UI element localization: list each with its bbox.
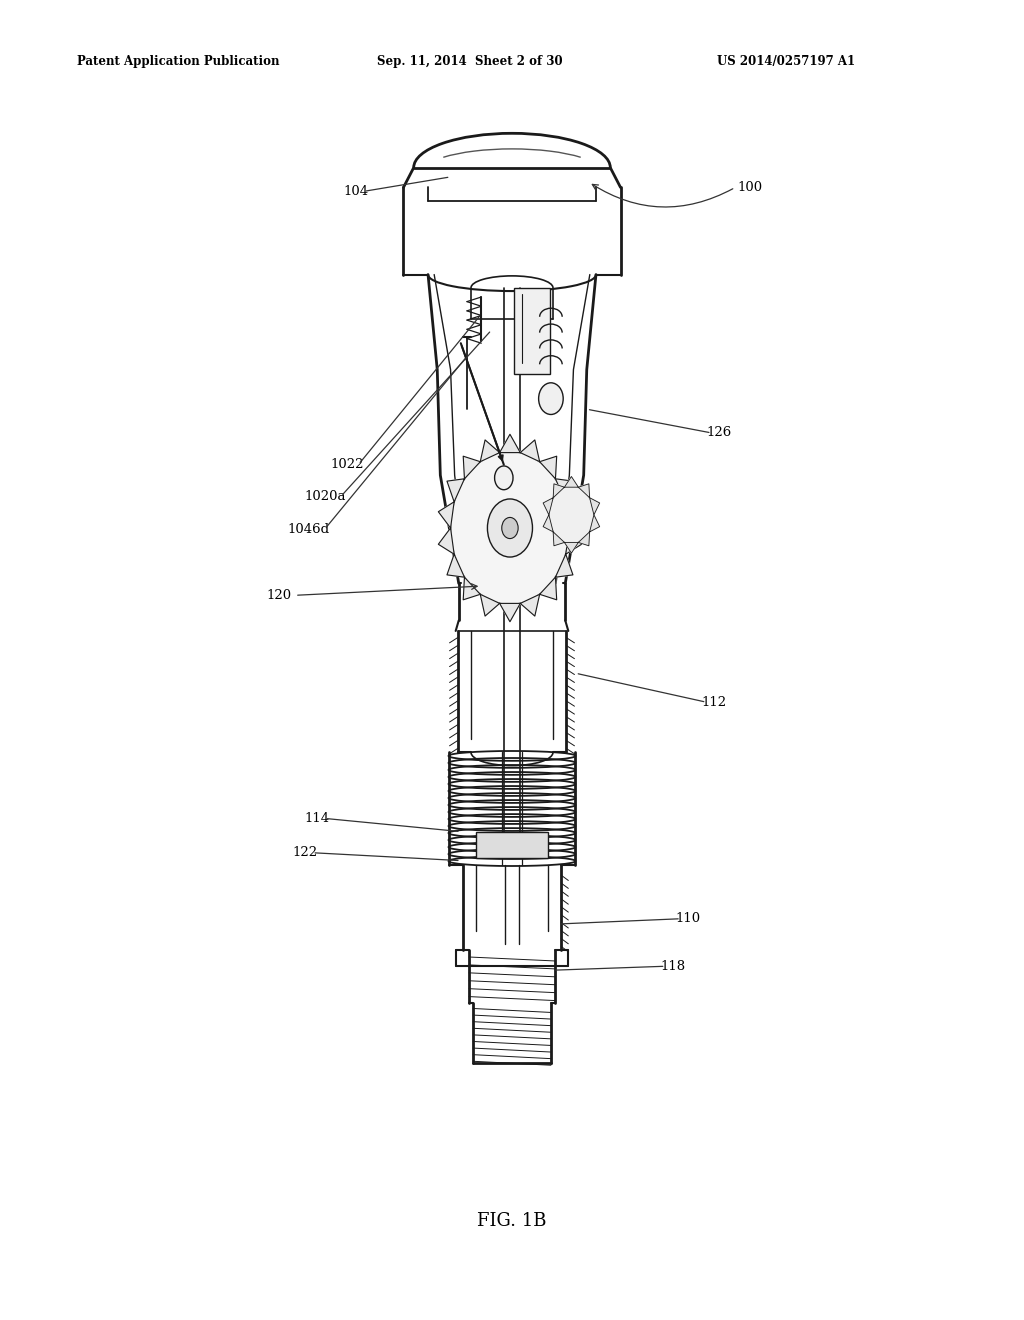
Polygon shape bbox=[566, 502, 582, 528]
Polygon shape bbox=[564, 543, 579, 553]
Text: FIG. 1B: FIG. 1B bbox=[477, 1212, 547, 1230]
Polygon shape bbox=[480, 594, 500, 616]
Text: 126: 126 bbox=[707, 426, 732, 440]
Polygon shape bbox=[555, 554, 572, 577]
Circle shape bbox=[495, 466, 513, 490]
Text: 100: 100 bbox=[737, 181, 763, 194]
Text: 112: 112 bbox=[701, 696, 727, 709]
Text: 114: 114 bbox=[304, 812, 330, 825]
Text: 1022: 1022 bbox=[330, 458, 364, 471]
Polygon shape bbox=[447, 479, 465, 502]
Polygon shape bbox=[543, 498, 553, 515]
Polygon shape bbox=[566, 528, 582, 554]
Text: Patent Application Publication: Patent Application Publication bbox=[77, 55, 280, 69]
Polygon shape bbox=[579, 484, 590, 498]
Text: US 2014/0257197 A1: US 2014/0257197 A1 bbox=[717, 55, 855, 69]
Text: 118: 118 bbox=[660, 960, 686, 973]
Polygon shape bbox=[438, 528, 454, 554]
Bar bbox=[514, 288, 550, 374]
Polygon shape bbox=[590, 515, 600, 532]
Polygon shape bbox=[564, 477, 579, 487]
Polygon shape bbox=[500, 603, 520, 622]
Polygon shape bbox=[500, 434, 520, 453]
Circle shape bbox=[502, 517, 518, 539]
Polygon shape bbox=[543, 515, 553, 532]
Polygon shape bbox=[553, 484, 564, 498]
Polygon shape bbox=[463, 577, 480, 599]
Polygon shape bbox=[447, 554, 465, 577]
Polygon shape bbox=[520, 440, 540, 462]
Text: Sep. 11, 2014  Sheet 2 of 30: Sep. 11, 2014 Sheet 2 of 30 bbox=[377, 55, 562, 69]
Polygon shape bbox=[579, 532, 590, 545]
Polygon shape bbox=[463, 457, 480, 479]
Polygon shape bbox=[555, 479, 572, 502]
Text: 120: 120 bbox=[266, 589, 292, 602]
Circle shape bbox=[549, 486, 594, 544]
Polygon shape bbox=[540, 457, 557, 479]
Circle shape bbox=[451, 451, 569, 605]
Polygon shape bbox=[540, 577, 557, 599]
Polygon shape bbox=[553, 532, 564, 545]
Text: 1020a: 1020a bbox=[304, 490, 346, 503]
Circle shape bbox=[539, 383, 563, 414]
Circle shape bbox=[487, 499, 532, 557]
Text: 110: 110 bbox=[676, 912, 701, 925]
Polygon shape bbox=[480, 440, 500, 462]
Text: 1046d: 1046d bbox=[288, 523, 330, 536]
Polygon shape bbox=[590, 498, 600, 515]
Text: 104: 104 bbox=[343, 185, 369, 198]
Polygon shape bbox=[520, 594, 540, 616]
Bar bbox=[476, 832, 548, 858]
Polygon shape bbox=[438, 502, 454, 528]
Text: 122: 122 bbox=[292, 846, 317, 859]
